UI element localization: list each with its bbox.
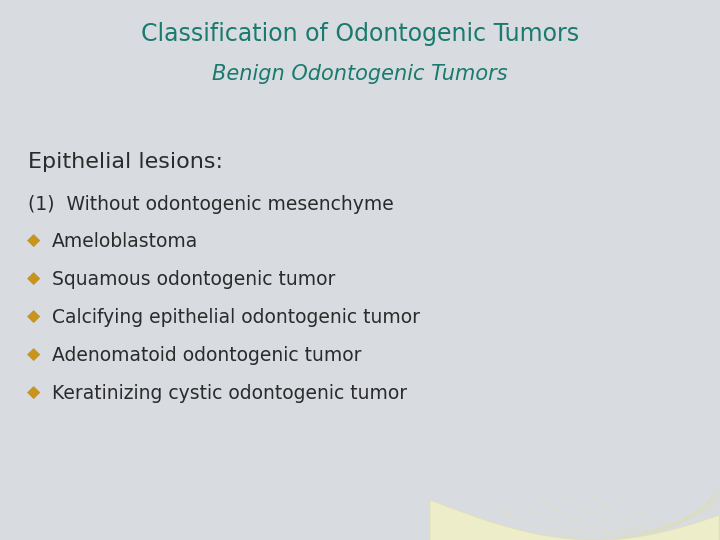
Text: Epithelial lesions:: Epithelial lesions: xyxy=(28,152,223,172)
Text: Squamous odontogenic tumor: Squamous odontogenic tumor xyxy=(52,270,336,289)
Text: ◆: ◆ xyxy=(27,232,41,250)
Text: Benign Odontogenic Tumors: Benign Odontogenic Tumors xyxy=(212,64,508,84)
Text: Calcifying epithelial odontogenic tumor: Calcifying epithelial odontogenic tumor xyxy=(52,308,420,327)
Polygon shape xyxy=(430,500,719,540)
Text: ◆: ◆ xyxy=(27,346,41,364)
Text: Keratinizing cystic odontogenic tumor: Keratinizing cystic odontogenic tumor xyxy=(52,384,407,403)
Text: (1)  Without odontogenic mesenchyme: (1) Without odontogenic mesenchyme xyxy=(28,195,394,214)
Text: ◆: ◆ xyxy=(27,308,41,326)
Text: ◆: ◆ xyxy=(27,270,41,288)
Text: ◆: ◆ xyxy=(27,384,41,402)
Text: Classification of Odontogenic Tumors: Classification of Odontogenic Tumors xyxy=(141,22,579,46)
Text: Adenomatoid odontogenic tumor: Adenomatoid odontogenic tumor xyxy=(52,346,361,365)
Text: Ameloblastoma: Ameloblastoma xyxy=(52,232,198,251)
